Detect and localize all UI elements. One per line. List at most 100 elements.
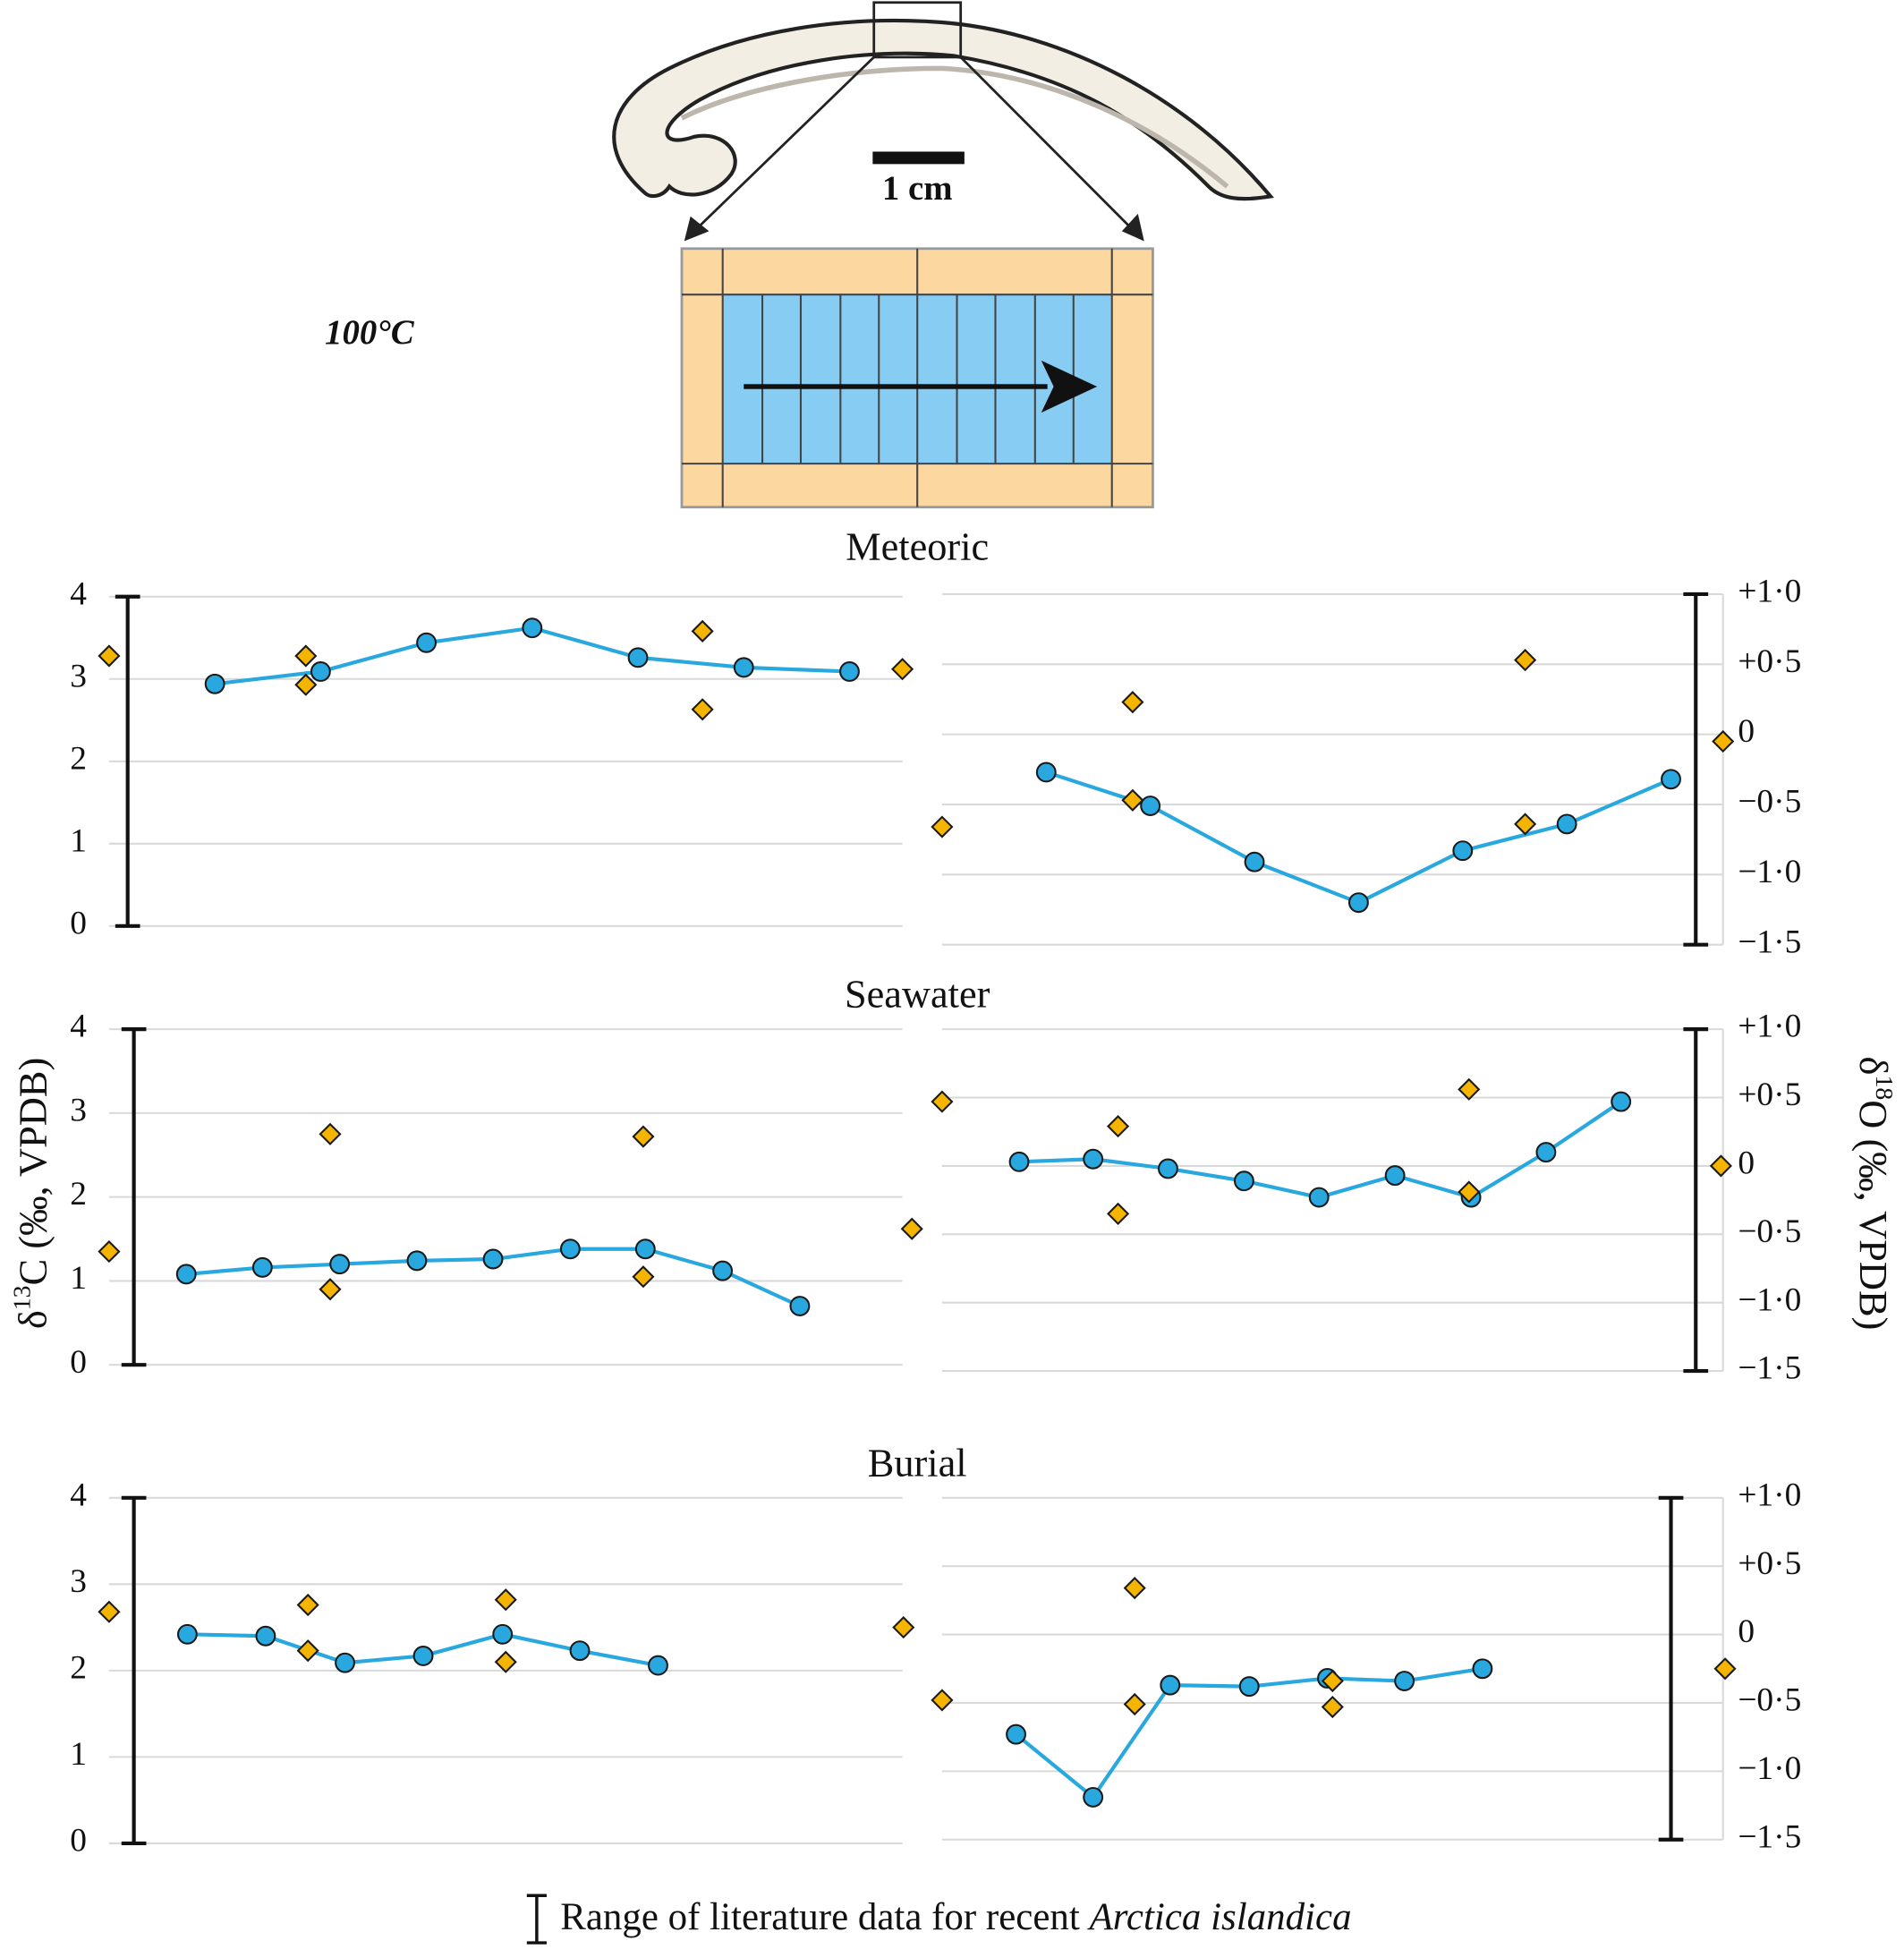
range-bar — [121, 1495, 147, 1846]
data-point — [204, 673, 225, 694]
data-diamond — [1123, 1692, 1146, 1716]
data-point — [482, 1248, 504, 1270]
data-diamond — [931, 815, 954, 838]
sample-box — [872, 1, 963, 59]
y-tick-label: −0·5 — [1738, 1682, 1801, 1719]
data-point — [335, 1652, 355, 1673]
y-tick-label: 3 — [70, 1563, 87, 1600]
data-point — [1158, 1158, 1178, 1179]
panel: Burial 0 1 2 3 4 — [70, 1440, 966, 1859]
data-point — [310, 661, 331, 682]
panel: Seawater 0 1 2 3 4 — [70, 972, 990, 1381]
data-diamond — [1107, 1202, 1130, 1225]
data-diamond — [1709, 1154, 1732, 1178]
arrowhead — [1041, 360, 1098, 413]
y-tick-label: 3 — [70, 658, 87, 694]
panel: Meteoric 0 1 2 3 4 — [70, 523, 989, 941]
data-diamond — [494, 1588, 517, 1612]
panel: −1·5 −1·0 −0·5 0 +0·5 +1·0 — [931, 574, 1801, 960]
data-point — [251, 1256, 273, 1278]
range-bar — [115, 594, 140, 928]
y-tick-label: −0·5 — [1738, 784, 1801, 821]
y-tick-label: +1·0 — [1738, 1477, 1801, 1513]
data-point — [255, 1625, 276, 1647]
scale-bar — [872, 151, 965, 165]
label-part: O (‰, VPDB) — [1851, 1100, 1896, 1330]
data-point — [1556, 813, 1577, 835]
zoom-line — [959, 55, 1135, 233]
data-point — [406, 1250, 428, 1272]
legend-species: Arctica islandica — [1087, 1896, 1352, 1938]
shell-illustration: 1 cm — [612, 1, 1274, 242]
data-point — [1238, 1676, 1260, 1698]
data-point — [634, 1238, 656, 1260]
data-diamond — [632, 1265, 655, 1289]
panel-title: Meteoric — [846, 523, 989, 568]
data-point — [1035, 762, 1057, 783]
y-tick-label: −0·5 — [1738, 1213, 1801, 1250]
legend-label: Range of literature data for recent — [560, 1896, 1089, 1938]
data-point — [416, 632, 438, 653]
y-tick-label: 1 — [70, 1736, 87, 1773]
y-tick-label: +0·5 — [1738, 1545, 1801, 1582]
y-tick-label: 0 — [70, 905, 87, 941]
sampling-diagram — [680, 247, 1154, 509]
data-diamond — [1458, 1077, 1481, 1101]
temperature-label: 100°C — [325, 313, 415, 352]
data-diamond — [98, 1239, 121, 1264]
data-point — [1083, 1786, 1104, 1808]
label-sup: 18 — [1870, 1075, 1898, 1100]
data-point — [1347, 892, 1369, 914]
data-point — [522, 617, 543, 639]
range-bar — [1658, 1495, 1684, 1842]
data-diamond — [900, 1217, 923, 1240]
data-diamond — [1107, 1115, 1130, 1138]
y-tick-label: −1·5 — [1738, 1350, 1801, 1387]
y-tick-label: 2 — [70, 1176, 87, 1213]
data-point — [559, 1238, 581, 1260]
data-diamond — [296, 1639, 319, 1663]
data-point — [1083, 1148, 1104, 1170]
data-diamond — [1321, 1695, 1344, 1719]
data-point — [1008, 1151, 1030, 1172]
data-diamond — [691, 619, 714, 643]
data-diamond — [98, 1600, 121, 1623]
range-bar — [121, 1027, 147, 1367]
data-point — [1452, 840, 1474, 862]
data-diamond — [1121, 788, 1144, 812]
y-axis-label-right: δ18O (‰, VPDB) — [1851, 1057, 1898, 1331]
data-point — [329, 1254, 351, 1275]
data-point — [1661, 769, 1681, 790]
y-tick-label: 0 — [1738, 713, 1755, 750]
y-tick-label: 2 — [70, 740, 87, 777]
data-point — [175, 1264, 197, 1285]
y-tick-label: 4 — [70, 1009, 87, 1045]
data-diamond — [931, 1689, 954, 1712]
y-tick-label: 4 — [70, 1477, 87, 1513]
data-point — [1233, 1170, 1254, 1192]
data-diamond — [632, 1125, 655, 1148]
y-tick-label: −1·5 — [1738, 1818, 1801, 1855]
data-diamond — [1514, 649, 1537, 672]
y-axis-label-left: δ13C (‰, VPDB) — [9, 1058, 55, 1329]
y-tick-label: 0 — [1738, 1613, 1755, 1650]
y-tick-label: 4 — [70, 575, 87, 612]
panel-title: Seawater — [845, 972, 990, 1017]
y-tick-label: −1·0 — [1738, 854, 1801, 890]
data-point — [1140, 796, 1161, 817]
data-point — [1535, 1142, 1557, 1163]
series-line — [1045, 770, 1672, 905]
label-part: δ — [1851, 1057, 1896, 1076]
y-tick-label: 2 — [70, 1649, 87, 1686]
data-point — [789, 1296, 811, 1316]
label-part: C (‰, VPDB) — [11, 1058, 55, 1286]
y-tick-label: 0 — [1738, 1145, 1755, 1181]
data-diamond — [294, 644, 318, 668]
y-tick-label: +1·0 — [1738, 574, 1801, 610]
data-diamond — [1712, 729, 1735, 753]
data-diamond — [892, 1616, 915, 1639]
range-bar — [1683, 1027, 1709, 1374]
scale-label: 1 cm — [882, 169, 953, 208]
y-tick-label: −1·5 — [1738, 923, 1801, 960]
panel: −1·5 −1·0 −0·5 0 +0·5 +1·0 — [931, 1477, 1801, 1855]
